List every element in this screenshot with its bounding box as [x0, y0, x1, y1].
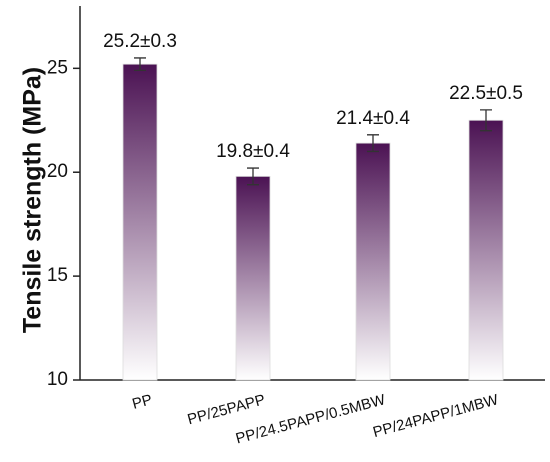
x-tick-label: PP/25PAPP [186, 391, 267, 428]
value-label: 21.4±0.4 [336, 108, 410, 129]
y-tick-label: 15 [47, 265, 68, 286]
value-label: 25.2±0.3 [103, 31, 177, 52]
bar [355, 142, 391, 381]
value-label: 19.8±0.4 [216, 141, 290, 162]
bar [235, 175, 271, 381]
y-tick-label: 10 [47, 369, 68, 390]
y-axis-label: Tensile strength (MPa) [19, 67, 47, 333]
y-tick-label: 25 [47, 57, 68, 78]
bar [122, 63, 158, 381]
error-bar [480, 109, 492, 132]
x-tick-label: PP/24PAPP/1MBW [371, 391, 501, 441]
x-tick-label: PP [130, 391, 154, 413]
error-bar [134, 57, 146, 72]
error-bar [247, 167, 259, 186]
value-label: 22.5±0.5 [449, 83, 523, 104]
y-tick-label: 20 [47, 161, 68, 182]
error-bar [367, 134, 379, 153]
bar [468, 119, 504, 381]
